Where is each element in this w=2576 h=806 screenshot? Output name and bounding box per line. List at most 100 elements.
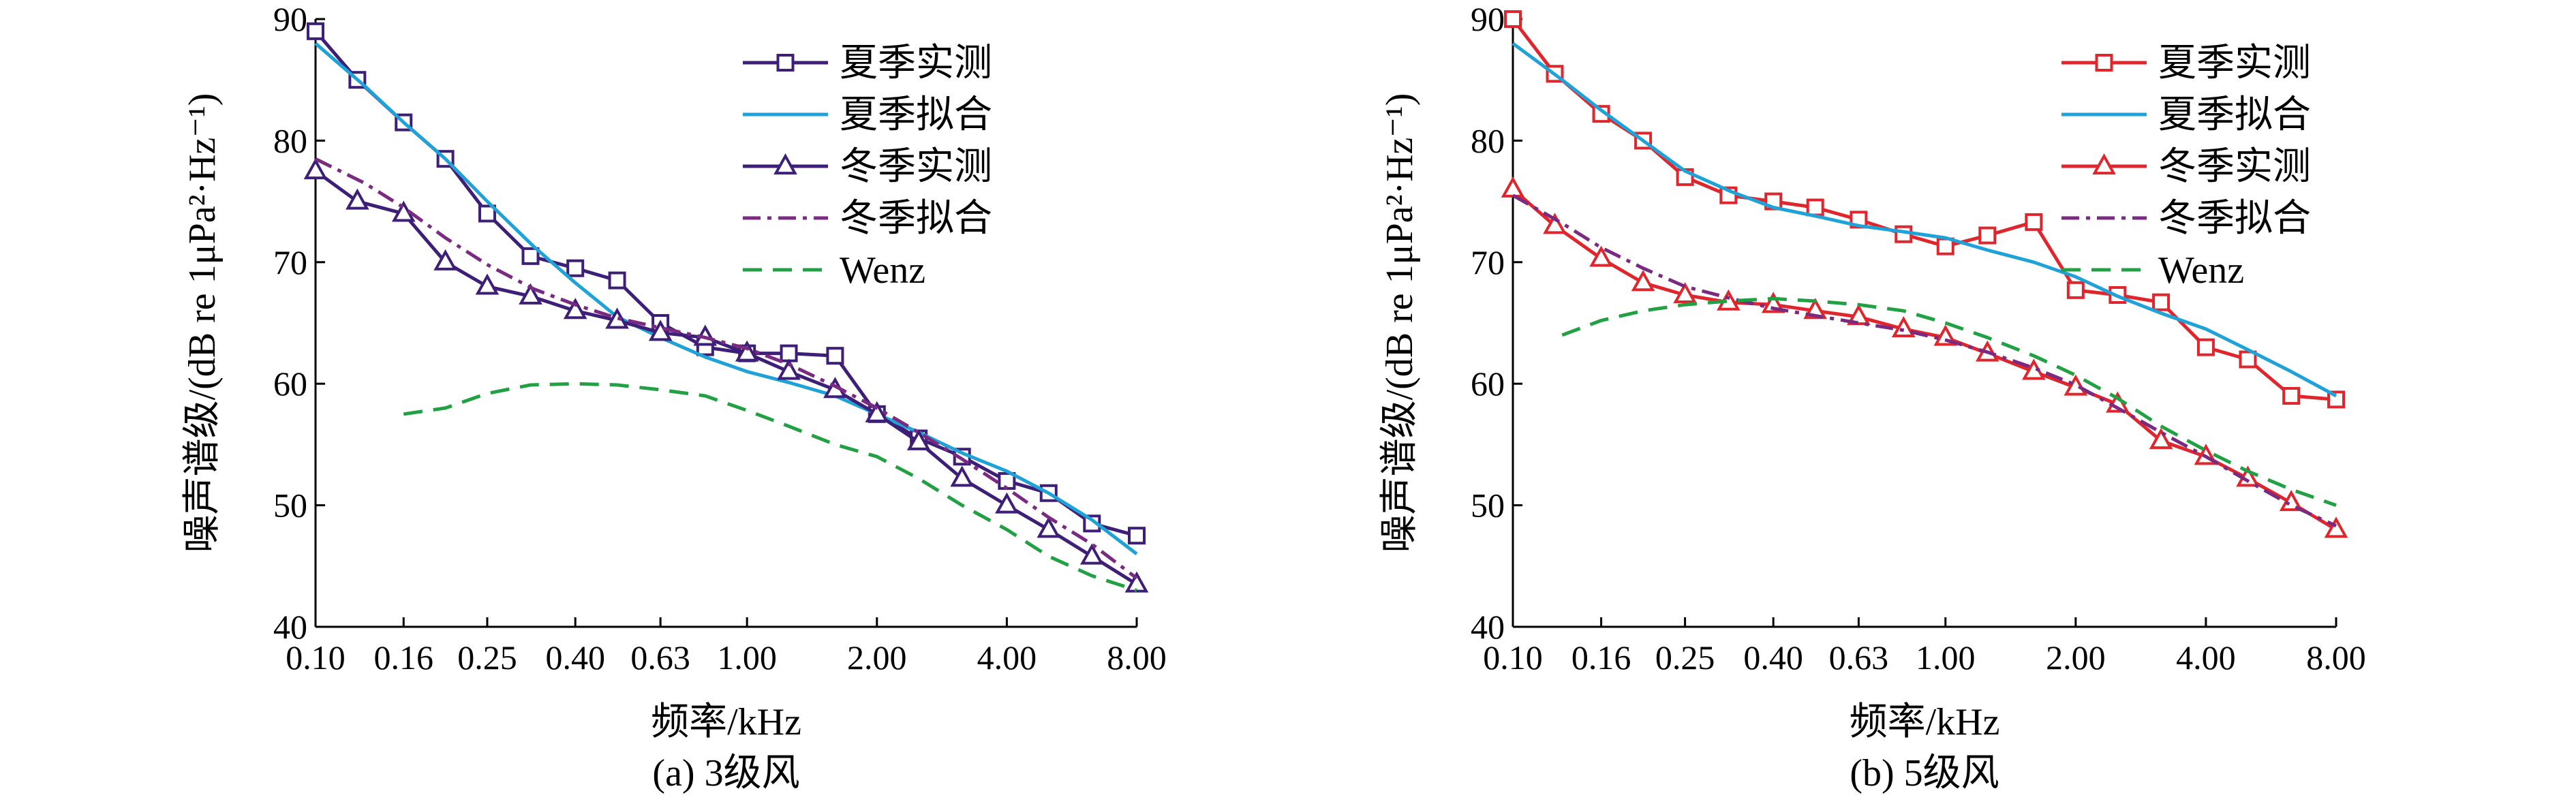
legend-label: 夏季实测: [2158, 42, 2311, 84]
data-point: [1761, 292, 1785, 313]
data-point: [1037, 516, 1061, 538]
y-tick-label: 60: [1471, 365, 1505, 403]
x-tick-label: 2.00: [847, 638, 907, 677]
legend-label: Wenz: [840, 249, 925, 292]
data-point: [2196, 338, 2215, 356]
y-tick-label: 90: [1471, 0, 1505, 38]
data-point: [519, 283, 542, 305]
x-tick-label: 1.00: [1916, 638, 1976, 677]
data-point: [1891, 315, 1916, 337]
data-point: [950, 465, 975, 487]
legend-label: 冬季拟合: [840, 198, 992, 240]
data-point: [1673, 281, 1697, 304]
y-axis-label: 噪声谱级/(dB re 1μPa²·Hz⁻¹): [181, 93, 224, 553]
y-tick-label: 50: [273, 486, 307, 525]
x-tick-label: 0.63: [1829, 638, 1889, 677]
series-2: [303, 158, 1149, 593]
data-point: [566, 259, 585, 277]
data-point: [735, 340, 759, 362]
y-tick-label: 80: [273, 121, 307, 159]
series-3: [1512, 193, 2337, 528]
series-3: [314, 157, 1138, 580]
x-axis-label: 频率/kHz: [1850, 701, 2000, 743]
data-point: [1504, 10, 1522, 28]
x-tick-label: 0.63: [630, 638, 690, 677]
data-point: [1631, 270, 1655, 292]
data-point: [2025, 213, 2043, 231]
series-line: [1512, 42, 2337, 398]
series-line: [314, 42, 1138, 555]
data-point: [2152, 293, 2171, 311]
data-point: [478, 204, 496, 223]
data-point: [475, 273, 500, 295]
data-point: [777, 358, 801, 380]
chart-panel-a: 40 50 60 70 80 90 0.10 0.16 0.25 0.40 0.63 1.00 2.00…: [181, 0, 1167, 794]
x-tick-label: 0.40: [545, 638, 605, 677]
x-tick-label: 0.40: [1743, 638, 1803, 677]
x-axis-label: 频率/kHz: [651, 701, 801, 743]
data-point: [1079, 543, 1104, 565]
series-1: [1512, 42, 2337, 398]
legend-label: 冬季实测: [2158, 146, 2311, 188]
x-tick-label: 1.00: [717, 638, 777, 677]
series-line: [1561, 296, 2337, 507]
series-line: [403, 382, 1137, 592]
data-point: [2239, 350, 2257, 369]
legend-marker: [2095, 54, 2113, 72]
x-tick-label: 8.00: [1107, 638, 1167, 677]
y-tick-label: 70: [273, 243, 307, 281]
data-point: [303, 158, 328, 180]
data-point: [521, 247, 540, 265]
data-point: [2149, 428, 2173, 450]
series-4: [403, 382, 1137, 592]
data-point: [1978, 226, 1997, 245]
data-point: [1847, 304, 1871, 326]
chart-caption: (b) 5级风: [1850, 752, 1999, 794]
data-point: [2327, 390, 2345, 409]
series-line: [314, 30, 1137, 538]
data-point: [1543, 213, 1567, 234]
y-tick-label: 60: [273, 365, 307, 403]
data-point: [307, 22, 324, 40]
data-point: [2282, 387, 2301, 405]
x-tick-label: 0.10: [1483, 638, 1543, 677]
series-line: [314, 157, 1138, 580]
legend-label: 夏季实测: [840, 42, 992, 84]
data-point: [1501, 176, 1525, 198]
series-4: [1561, 296, 2337, 507]
y-tick-label: 90: [273, 0, 307, 38]
y-axis-label: 噪声谱级/(dB re 1μPa²·Hz⁻¹): [1379, 93, 1421, 553]
series-line: [1512, 193, 2337, 528]
legend-marker: [773, 153, 797, 175]
data-point: [1806, 198, 1824, 217]
legend-label: 冬季实测: [840, 146, 992, 188]
x-tick-label: 4.00: [977, 638, 1037, 677]
legend-marker: [2092, 153, 2116, 175]
data-point: [563, 298, 587, 320]
x-tick-label: 8.00: [2306, 638, 2366, 677]
y-tick-label: 40: [1471, 608, 1505, 646]
x-tick-label: 2.00: [2046, 638, 2106, 677]
data-point: [608, 271, 626, 290]
data-point: [780, 344, 798, 362]
x-tick-label: 0.25: [1655, 638, 1715, 677]
x-tick-label: 0.16: [1571, 638, 1631, 677]
chart-panel-b: 40 50 60 70 80 90 0.10 0.16 0.25 0.40 0.63 1.00 2.00…: [1379, 0, 2366, 794]
legend-label: Wenz: [2158, 249, 2244, 292]
legend-label: 夏季拟合: [2158, 94, 2311, 136]
data-point: [2324, 516, 2348, 538]
legend-label: 夏季拟合: [840, 94, 992, 136]
x-tick-label: 0.25: [457, 638, 517, 677]
data-point: [2066, 281, 2085, 299]
y-tick-label: 50: [1471, 486, 1505, 525]
data-point: [433, 249, 457, 270]
data-point: [1589, 245, 1613, 267]
data-point: [995, 492, 1019, 514]
legend-marker: [776, 54, 795, 72]
data-point: [605, 307, 629, 329]
x-tick-label: 0.16: [373, 638, 433, 677]
series-0: [307, 22, 1146, 545]
